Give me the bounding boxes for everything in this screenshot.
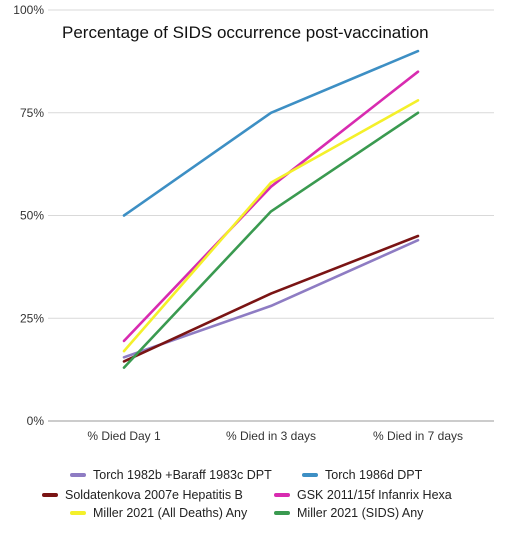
series-lines [122,49,420,369]
x-tick-label: % Died in 7 days [373,429,463,443]
series-line [122,234,420,363]
y-tick-label: 75% [20,106,44,120]
chart-title: Percentage of SIDS occurrence post-vacci… [62,23,429,42]
y-tick-label: 25% [20,311,44,325]
legend-label: Miller 2021 (SIDS) Any [297,506,424,520]
legend-swatch [274,493,290,497]
legend-label: Soldatenkova 2007e Hepatitis B [65,488,243,502]
legend-item: Miller 2021 (All Deaths) Any [70,506,247,520]
series-line [122,111,420,369]
legend-label: Miller 2021 (All Deaths) Any [93,506,248,520]
legend-label: GSK 2011/15f Infanrix Hexa [297,488,452,502]
legend-swatch [302,473,318,477]
legend-swatch [70,473,86,477]
y-axis: 0% 25% 50% 75% 100% [13,3,44,428]
legend-item: Miller 2021 (SIDS) Any [274,506,423,520]
x-tick-label: % Died in 3 days [226,429,316,443]
legend-swatch [274,511,290,515]
series-line [122,49,420,217]
y-tick-label: 0% [27,414,45,428]
x-axis: % Died Day 1 % Died in 3 days % Died in 7 … [87,429,463,443]
series-line [122,99,420,353]
legend-label: Torch 1986d DPT [325,468,423,482]
legend-item: GSK 2011/15f Infanrix Hexa [274,488,452,502]
y-tick-label: 100% [13,3,44,17]
x-tick-label: % Died Day 1 [87,429,161,443]
grid [48,9,494,422]
legend-swatch [42,493,58,497]
legend-label: Torch 1982b +Baraff 1983c DPT [93,468,272,482]
legend-item: Torch 1986d DPT [302,468,422,482]
y-tick-label: 50% [20,209,44,223]
legend-swatch [70,511,86,515]
legend-item: Soldatenkova 2007e Hepatitis B [42,488,243,502]
legend-item: Torch 1982b +Baraff 1983c DPT [70,468,272,482]
series-line [122,70,420,343]
